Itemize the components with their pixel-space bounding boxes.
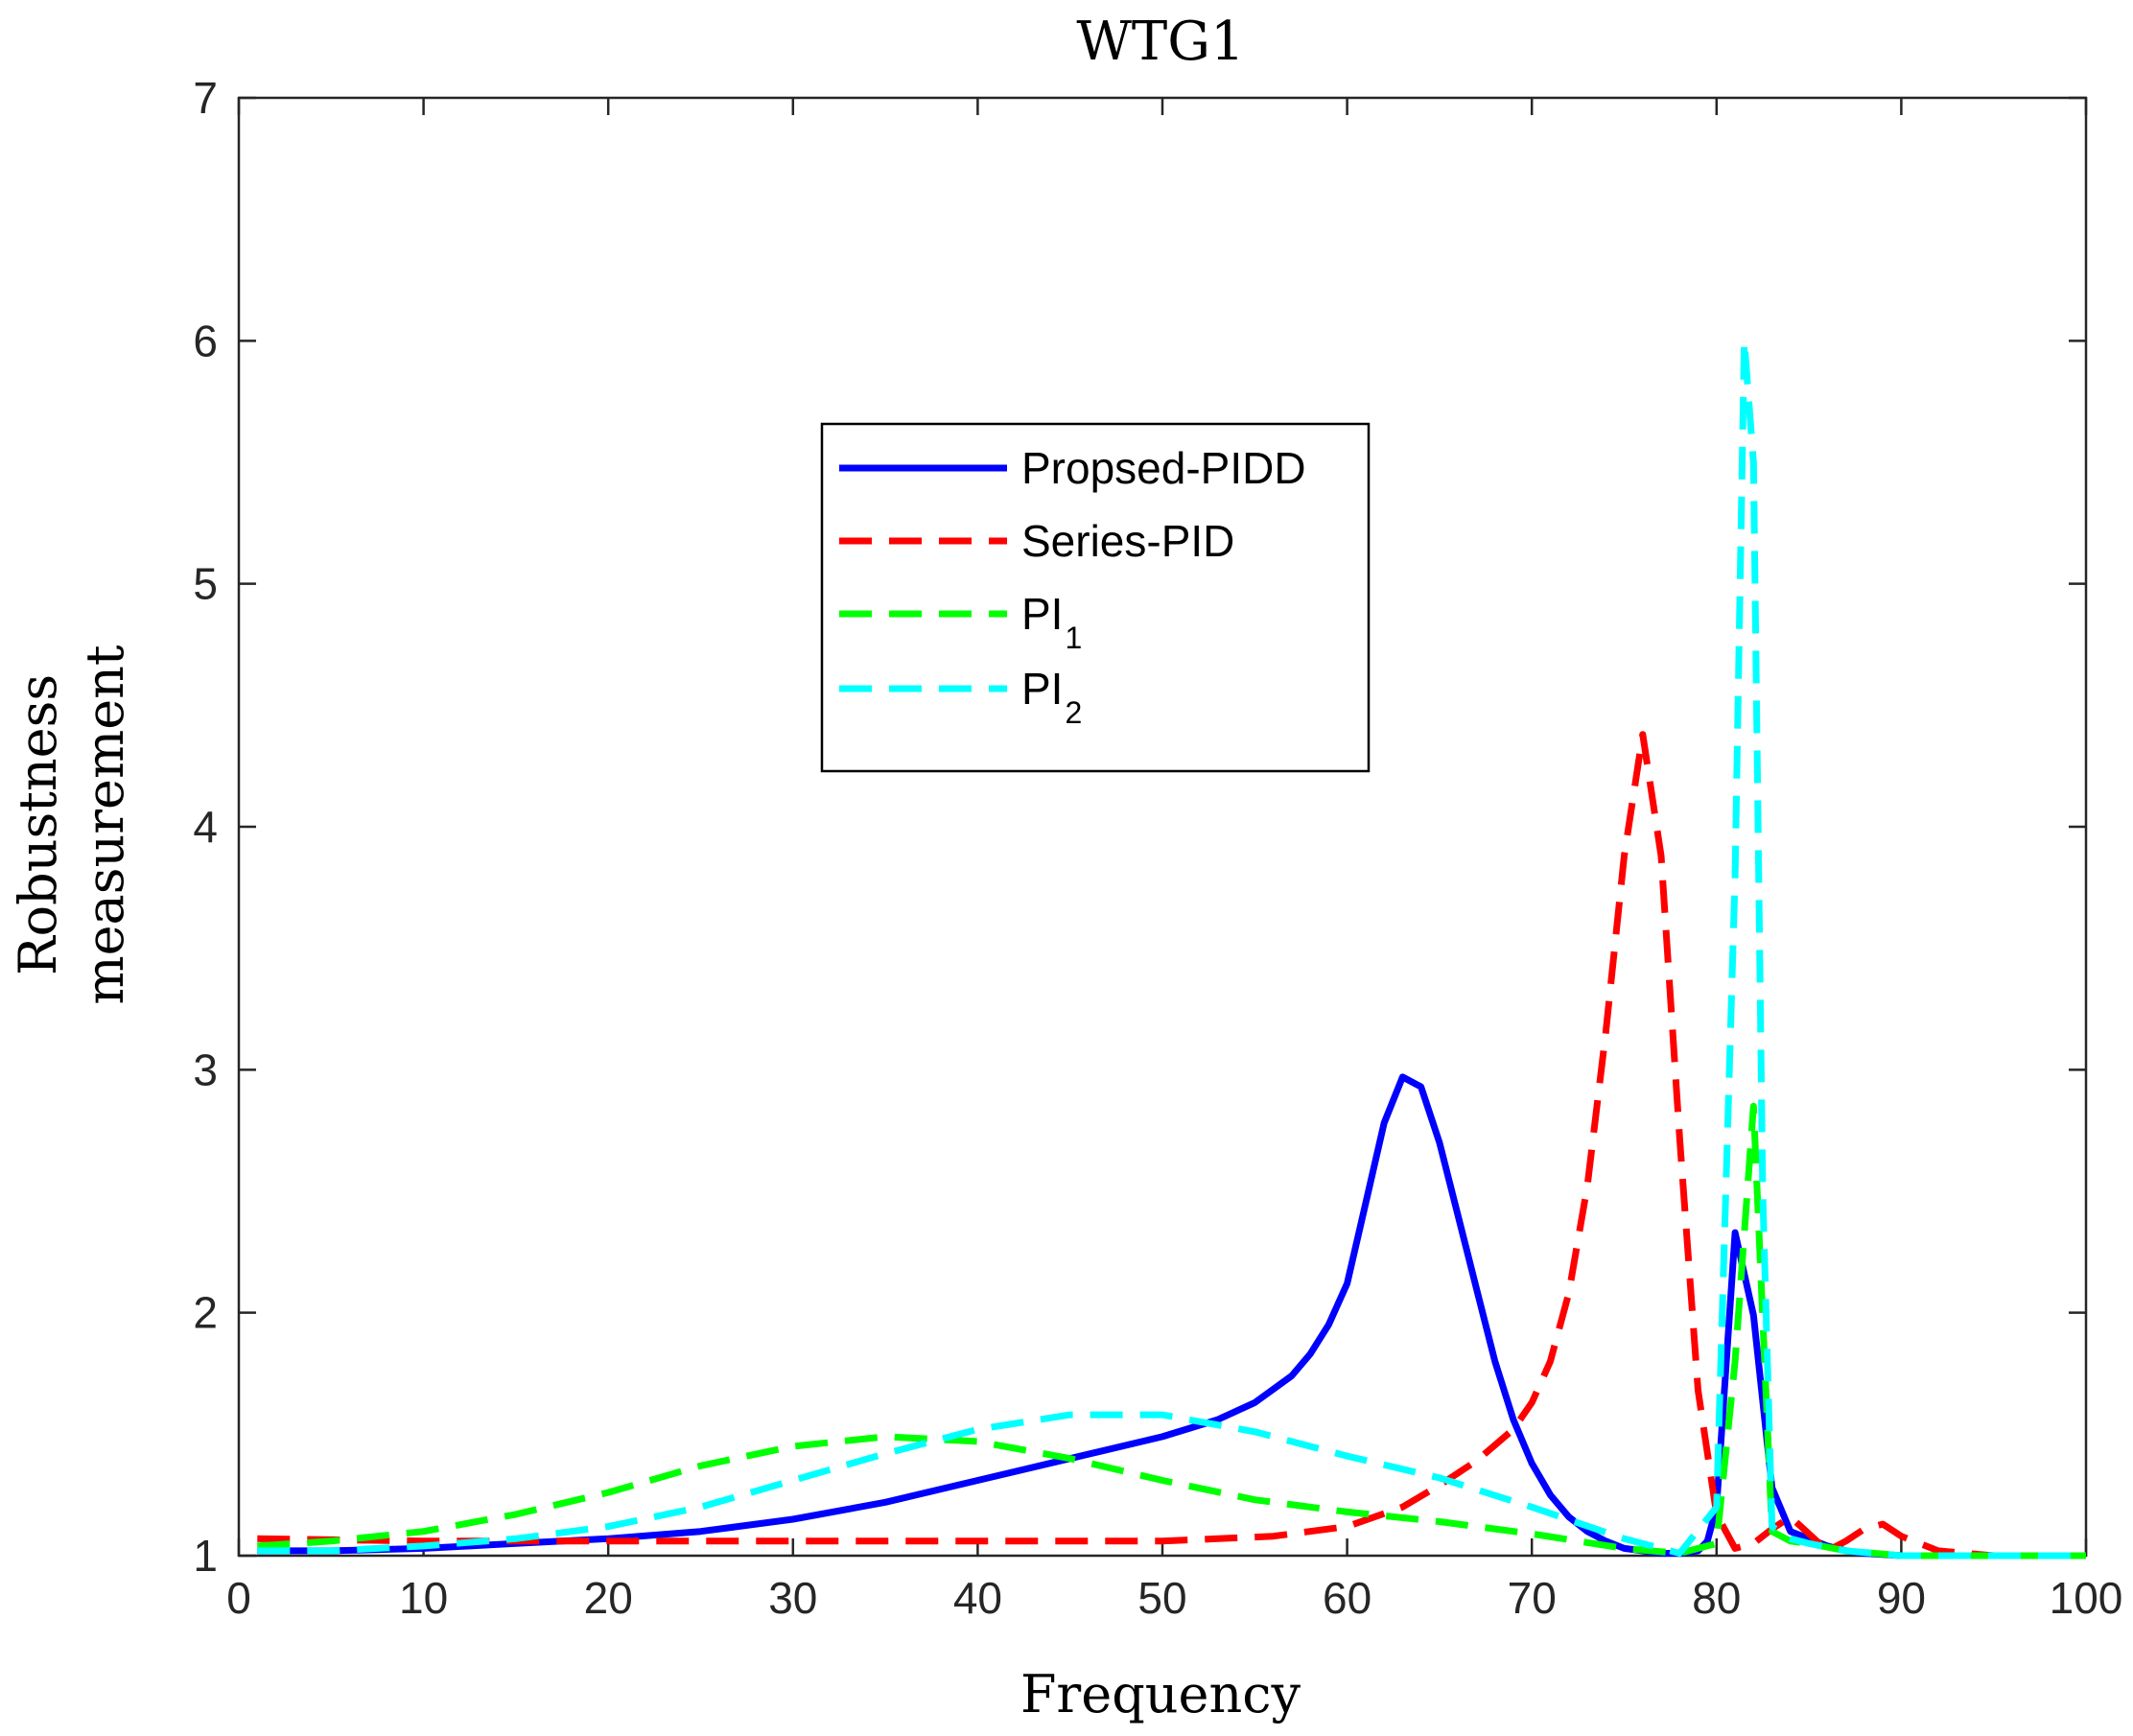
- legend-label: PI: [1021, 664, 1063, 714]
- axes-box: [237, 96, 2088, 1558]
- plot-area: [237, 96, 2088, 1558]
- y-axis-label-line-1: Robustness: [8, 674, 68, 975]
- x-tick-label: 10: [399, 1573, 448, 1623]
- y-tick-label: 1: [193, 1531, 218, 1581]
- y-tick-label: 7: [193, 73, 218, 123]
- y-tick-label: 6: [193, 316, 218, 365]
- series-line-pi1: [257, 1102, 2086, 1560]
- y-tick-label: 3: [193, 1044, 218, 1094]
- x-axis: 0 10 20 30 40 50 60 70 80 90 100: [226, 98, 2122, 1623]
- legend-label: Series-PID: [1021, 516, 1234, 566]
- y-tick-label: 4: [193, 802, 218, 852]
- x-tick-label: 80: [1692, 1573, 1741, 1623]
- x-tick-label: 70: [1508, 1573, 1557, 1623]
- x-tick-label: 60: [1323, 1573, 1371, 1623]
- series-line-pi2: [257, 337, 2086, 1560]
- y-tick-label: 2: [193, 1288, 218, 1338]
- x-tick-label: 40: [953, 1573, 1002, 1623]
- x-tick-label: 20: [584, 1573, 633, 1623]
- legend-label-subscript: 2: [1065, 695, 1082, 730]
- x-tick-label: 50: [1137, 1573, 1186, 1623]
- y-tick-label: 5: [193, 559, 218, 609]
- legend-box: [820, 422, 1371, 773]
- series-layer: [257, 337, 2086, 1560]
- legend-label-subscript: 1: [1065, 621, 1082, 655]
- y-axis-label-line-2: measurement: [75, 645, 135, 1005]
- chart-title: WTG1: [1076, 11, 1244, 73]
- legend-label: Propsed-PIDD: [1021, 443, 1306, 493]
- x-tick-label: 100: [2050, 1573, 2123, 1623]
- series-line-series-pid: [257, 731, 2086, 1560]
- y-axis: 1 2 3 4 5 6 7: [193, 73, 2086, 1581]
- x-tick-label: 90: [1877, 1573, 1926, 1623]
- x-axis-label: Frequency: [1020, 1664, 1301, 1724]
- x-tick-label: 30: [768, 1573, 817, 1623]
- y-axis-label: Robustness measurement: [8, 645, 135, 1005]
- x-tick-label: 0: [226, 1573, 251, 1623]
- legend-label: PI: [1021, 589, 1063, 639]
